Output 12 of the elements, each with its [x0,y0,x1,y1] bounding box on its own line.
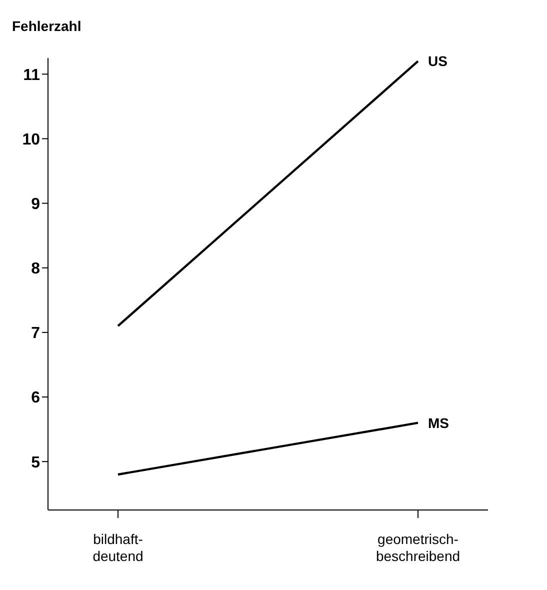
x-tick-label: geometrisch-beschreibend [376,531,460,564]
series-label: MS [428,414,449,431]
y-tick-label: 6 [31,390,40,407]
y-tick-label: 8 [31,260,40,278]
series-label: US [428,53,448,70]
y-tick-label: 5 [31,454,40,472]
y-tick-label: 9 [31,196,40,213]
y-axis-title: Fehlerzahl [12,18,82,34]
y-tick-label: 10 [22,131,40,148]
y-tick-label: 11 [23,66,40,84]
x-tick-label: bildhaft-deutend [92,531,144,564]
y-tick-label: 7 [31,325,40,342]
